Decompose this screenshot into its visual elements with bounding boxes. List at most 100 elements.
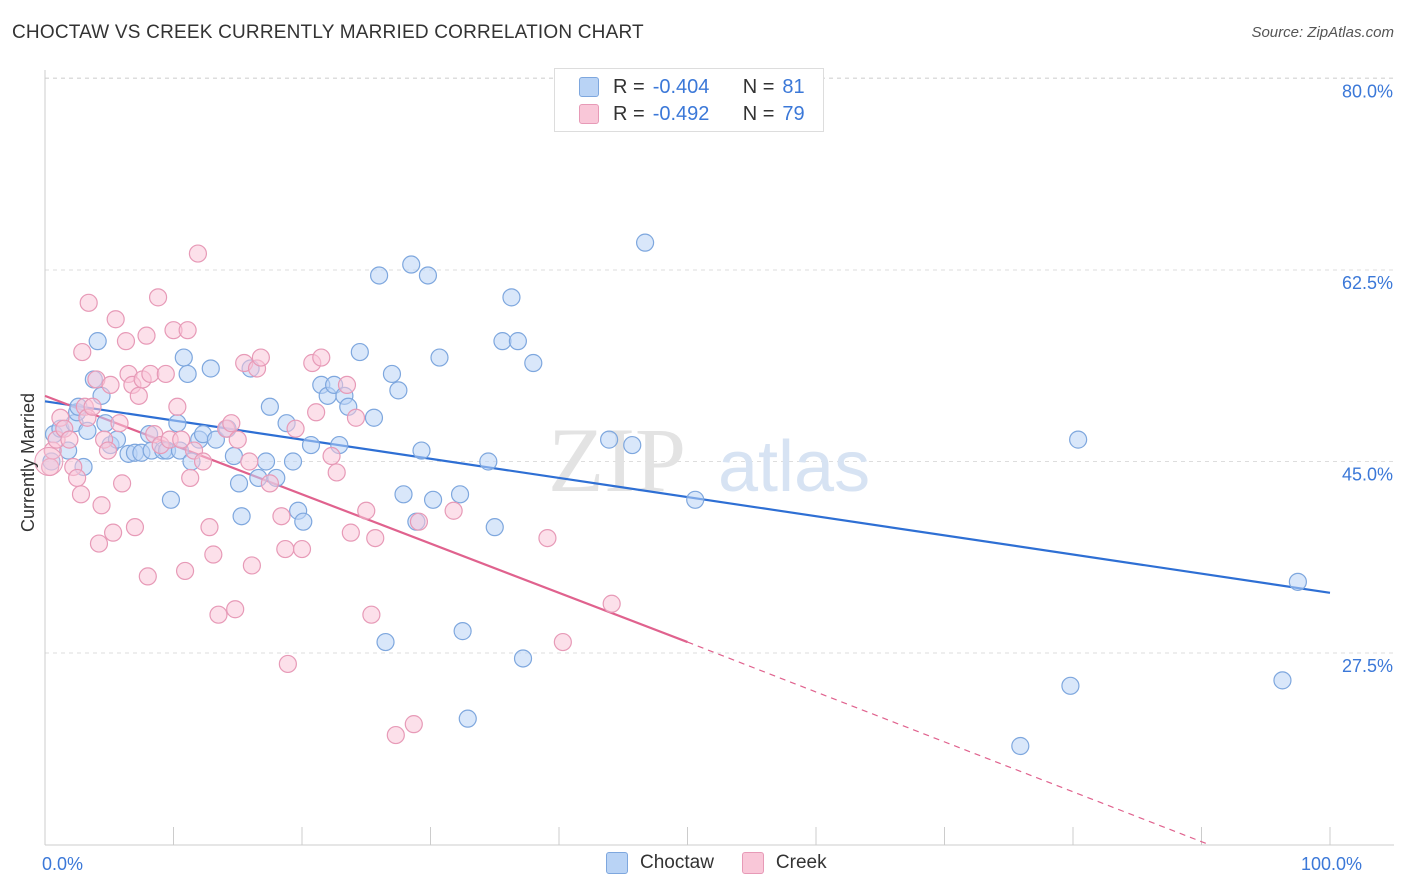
r-value: -0.404 [652,75,710,98]
r-label: R = [613,75,645,98]
watermark-zip: ZIP [548,409,686,511]
creek-point [83,397,102,416]
creek-point [73,342,92,362]
choctaw-point [524,353,543,373]
creek-point [404,715,423,734]
choctaw-point [502,288,521,307]
choctaw-swatch [606,852,628,874]
choctaw-point [453,622,472,641]
tick-labels: 27.5% 45.0% 62.5% 80.0% 0.0% 100.0% [42,82,1393,875]
creek-point [71,485,91,504]
ticks [44,827,1331,845]
choctaw-point [686,490,705,509]
creek-point [112,474,132,493]
y-tick-label: 27.5% [1342,656,1393,676]
creek-point [60,430,79,449]
choctaw-point [376,632,395,652]
choctaw-point [168,414,187,433]
chart-title: CHOCTAW VS CREEK CURRENTLY MARRIED CORRE… [12,22,644,43]
creek-point [251,348,270,367]
legend-label-choctaw: Choctaw [640,852,714,873]
choctaw-point [389,381,408,400]
watermark-atlas: atlas [718,427,870,507]
creek-point [276,539,295,559]
legend-item-choctaw: Choctaw [606,852,714,874]
choctaw-point [423,490,443,509]
creek-point [312,348,331,367]
creek-point [242,556,261,575]
choctaw-point [178,364,197,384]
y-tick-label: 62.5% [1342,273,1393,293]
creek-point [327,463,346,482]
creek-point [209,605,228,624]
choctaw-point [364,408,384,427]
legend-top: R = -0.404 N = 81 R = -0.492 N = 79 [554,68,824,132]
choctaw-point [1069,430,1088,449]
creek-point [357,501,376,520]
creek-point [386,725,405,745]
x-tick-label: 0.0% [42,854,83,874]
creek-point [286,419,305,438]
creek-point [602,594,621,613]
y-tick-label: 45.0% [1342,465,1393,485]
choctaw-point [623,435,642,455]
y-axis-label: Currently Married [18,392,38,532]
choctaw-point [350,342,369,362]
creek-point [178,321,197,340]
choctaw-point [1011,736,1030,756]
choctaw-point [479,452,498,471]
creek-point [322,446,341,466]
creek-swatch [579,104,599,124]
creek-point [137,326,156,345]
creek-point [188,244,208,263]
r-value: -0.492 [652,102,710,125]
r-label: R = [613,102,645,125]
creek-point [98,441,118,460]
creek-point [193,452,213,471]
legend-label-creek: Creek [775,852,827,873]
creek-point [141,364,160,384]
choctaw-point [402,255,421,274]
x-tick-label: 100.0% [1301,854,1362,874]
choctaw-point [224,446,243,466]
creek-point [341,523,360,542]
creek-point [272,507,291,526]
choctaw-point [485,518,504,537]
creek-point [362,605,381,624]
creek-swatch [741,852,764,874]
creek-point [129,386,148,405]
choctaw-point [174,348,193,367]
creek-point [409,512,429,531]
choctaw-point [294,512,313,531]
creek-point [89,534,109,553]
creek-point [34,447,64,476]
creek-point [553,632,572,652]
n-value: 81 [782,75,805,98]
choctaw-point [394,485,413,504]
creek-point [226,600,245,619]
n-value: 79 [782,102,805,125]
creek-point [68,468,87,488]
choctaw-point [450,485,470,504]
choctaw-point [370,266,389,285]
creek-point [106,310,125,329]
choctaw-point [412,441,431,460]
creek-point [538,528,557,548]
creek-point [346,408,366,427]
choctaw-point [458,709,477,728]
choctaw-point [508,332,527,351]
creek-point [125,518,145,537]
creek-point [366,528,385,548]
choctaw-point [256,452,276,471]
creek-trend-extension [687,641,1211,846]
choctaw-point [635,233,655,252]
creek-point [156,364,175,384]
creek-point [79,293,98,312]
choctaw-point [493,332,512,351]
creek-point [260,474,279,493]
choctaw-swatch [579,77,599,97]
creek-point [138,567,157,586]
creek-point [116,332,136,351]
creek-point [228,430,247,449]
